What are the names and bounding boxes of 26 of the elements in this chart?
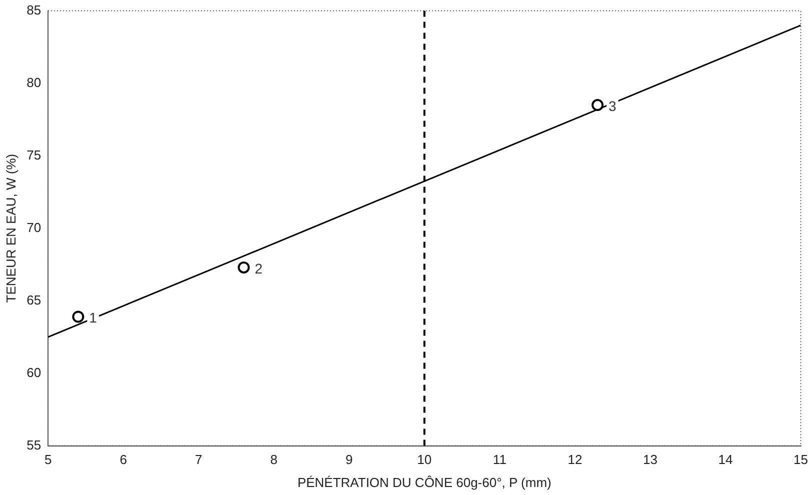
point — [592, 99, 604, 112]
x-tick-label: 12 — [568, 452, 582, 468]
y-axis-title: TENEUR EN EAU, W (%) — [3, 154, 18, 303]
x-tick-label: 9 — [346, 452, 353, 468]
annotation: 1 — [89, 310, 98, 326]
x-tick-label: 11 — [492, 452, 506, 468]
y-tick-label: 65 — [26, 292, 42, 308]
point — [72, 310, 84, 323]
x-tick-label: 14 — [718, 452, 733, 468]
annotation: 2 — [254, 260, 263, 276]
y-tick-label: 60 — [26, 364, 42, 380]
x-tick-label: 10 — [417, 452, 432, 468]
y-tick-label: 85 — [26, 2, 42, 18]
y-tick-label: 80 — [26, 74, 42, 90]
x-tick-label: 6 — [120, 452, 127, 468]
annotation: 3 — [608, 98, 617, 114]
point — [238, 261, 250, 274]
x-tick-label: 13 — [642, 452, 658, 468]
x-tick-label: 5 — [44, 452, 52, 468]
x-tick-label: 15 — [794, 452, 808, 468]
x-tick-label: 7 — [194, 452, 202, 468]
y-tick-label: 75 — [26, 147, 42, 162]
y-tick-label: 55 — [26, 437, 42, 452]
x-tick-label: 8 — [270, 452, 278, 468]
y-tick-label: 70 — [26, 220, 42, 235]
x-axis-title: PÉNÉTRATION DU CÔNE 60g-60°, P (mm) — [297, 474, 552, 490]
